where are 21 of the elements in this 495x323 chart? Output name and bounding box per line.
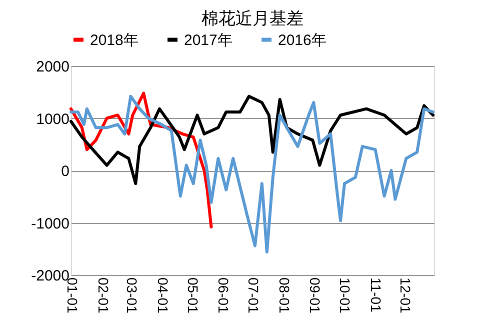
x-tick-label: 02-01 bbox=[95, 278, 112, 314]
x-tick-label: 09-01 bbox=[307, 278, 324, 314]
x-tick-label: 10-01 bbox=[337, 278, 353, 314]
y-tick-label: 0 bbox=[61, 163, 70, 180]
line-series bbox=[70, 94, 435, 254]
x-tick-label: 04-01 bbox=[155, 278, 171, 314]
chart-title: 棉花近月基差 bbox=[202, 9, 304, 28]
x-tick-label: 11-01 bbox=[368, 278, 384, 312]
legend-label: 2018年 bbox=[90, 32, 138, 49]
x-tick-label: 03-01 bbox=[124, 278, 140, 314]
x-tick-label: 12-01 bbox=[398, 278, 414, 314]
x-tick-label: 06-01 bbox=[216, 278, 232, 314]
x-tick-label: 05-01 bbox=[184, 278, 201, 314]
y-tick-label: 2000 bbox=[36, 58, 70, 76]
y-tick-label: 1000 bbox=[36, 110, 70, 128]
line-series bbox=[70, 94, 435, 186]
y-tick-label: -1000 bbox=[31, 215, 70, 232]
legend-label: 2017年 bbox=[184, 32, 232, 49]
x-tick-label: 07-01 bbox=[246, 278, 262, 314]
x-tick-label: 08-01 bbox=[276, 278, 292, 314]
legend-label: 2016年 bbox=[278, 32, 326, 49]
